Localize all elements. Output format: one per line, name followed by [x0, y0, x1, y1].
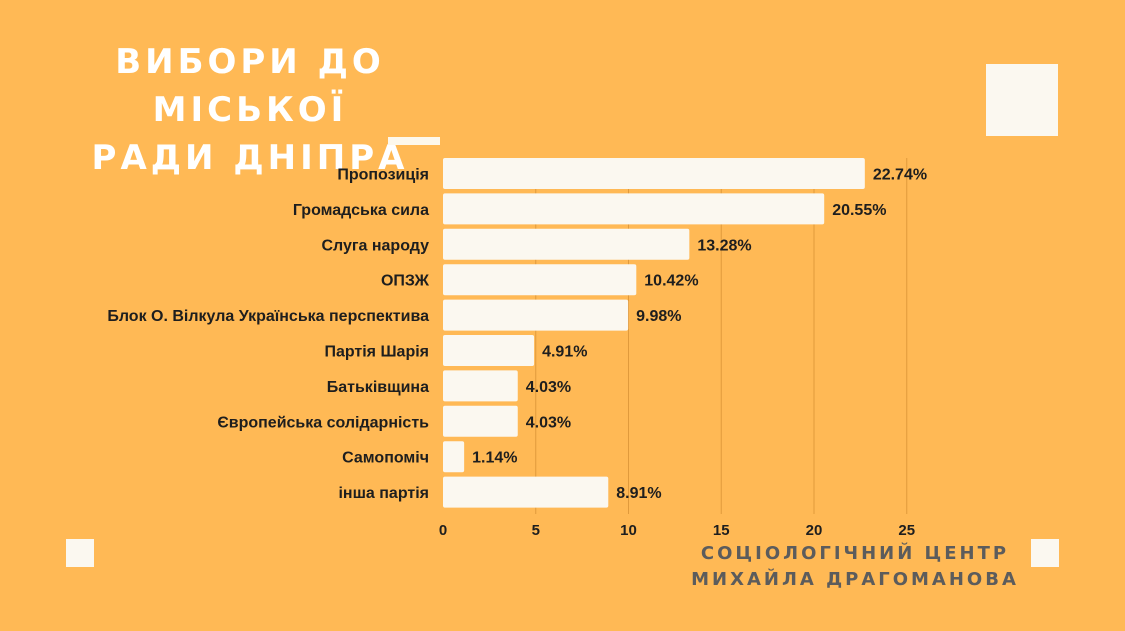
category-label-6: Батьківщина [327, 379, 429, 396]
value-label-4: 9.98% [636, 308, 681, 325]
value-label-5: 4.91% [542, 344, 587, 361]
bar-3 [443, 264, 637, 296]
category-label-1: Громадська сила [293, 202, 429, 219]
value-label-8: 1.14% [472, 450, 517, 467]
x-tick-label-0: 0 [439, 522, 447, 539]
x-tick-label-20: 20 [806, 522, 823, 539]
category-label-4: Блок О. Вілкула Українська перспектива [107, 308, 429, 325]
category-label-9: інша партія [338, 485, 429, 502]
category-label-7: Європейська солідарність [217, 414, 429, 431]
value-label-1: 20.55% [832, 202, 886, 219]
x-tick-label-25: 25 [898, 522, 915, 539]
source-credit: СОЦІОЛОГІЧНИЙ ЦЕНТР МИХАЙЛА ДРАГОМАНОВА [690, 541, 1020, 593]
value-label-6: 4.03% [526, 379, 571, 396]
source-line-1: СОЦІОЛОГІЧНИЙ ЦЕНТР [700, 543, 1010, 564]
source-line-2: МИХАЙЛА ДРАГОМАНОВА [691, 569, 1019, 590]
title-underline [388, 137, 440, 145]
decorative-square-bottom-left [66, 539, 94, 567]
category-label-8: Самопоміч [342, 450, 429, 467]
bar-4 [443, 299, 629, 331]
chart-title-line-2: РАДИ ДНІПРА [91, 138, 409, 178]
category-label-0: Пропозиція [337, 167, 429, 184]
bar-1 [443, 193, 825, 225]
x-tick-label-10: 10 [620, 522, 637, 539]
bar-0 [443, 158, 865, 189]
value-label-9: 8.91% [616, 485, 661, 502]
decorative-square-bottom-right [1031, 539, 1059, 567]
value-label-3: 10.42% [644, 273, 698, 290]
value-label-7: 4.03% [526, 414, 571, 431]
x-tick-label-5: 5 [532, 522, 540, 539]
category-label-5: Партія Шарія [324, 344, 429, 361]
chart-title-line-1: ВИБОРИ ДО МІСЬКОЇ [115, 42, 385, 130]
decorative-square-large [986, 64, 1058, 136]
bar-5 [443, 335, 535, 366]
value-label-2: 13.28% [697, 237, 751, 254]
bar-9 [443, 476, 609, 508]
bar-7 [443, 405, 518, 437]
bar-6 [443, 370, 518, 402]
category-label-3: ОПЗЖ [381, 273, 430, 290]
category-label-2: Слуга народу [321, 237, 429, 254]
bar-8 [443, 441, 465, 473]
bar-2 [443, 228, 690, 260]
chart-title: ВИБОРИ ДО МІСЬКОЇ РАДИ ДНІПРА [40, 38, 460, 182]
value-label-0: 22.74% [873, 167, 927, 184]
x-tick-label-15: 15 [713, 522, 730, 539]
